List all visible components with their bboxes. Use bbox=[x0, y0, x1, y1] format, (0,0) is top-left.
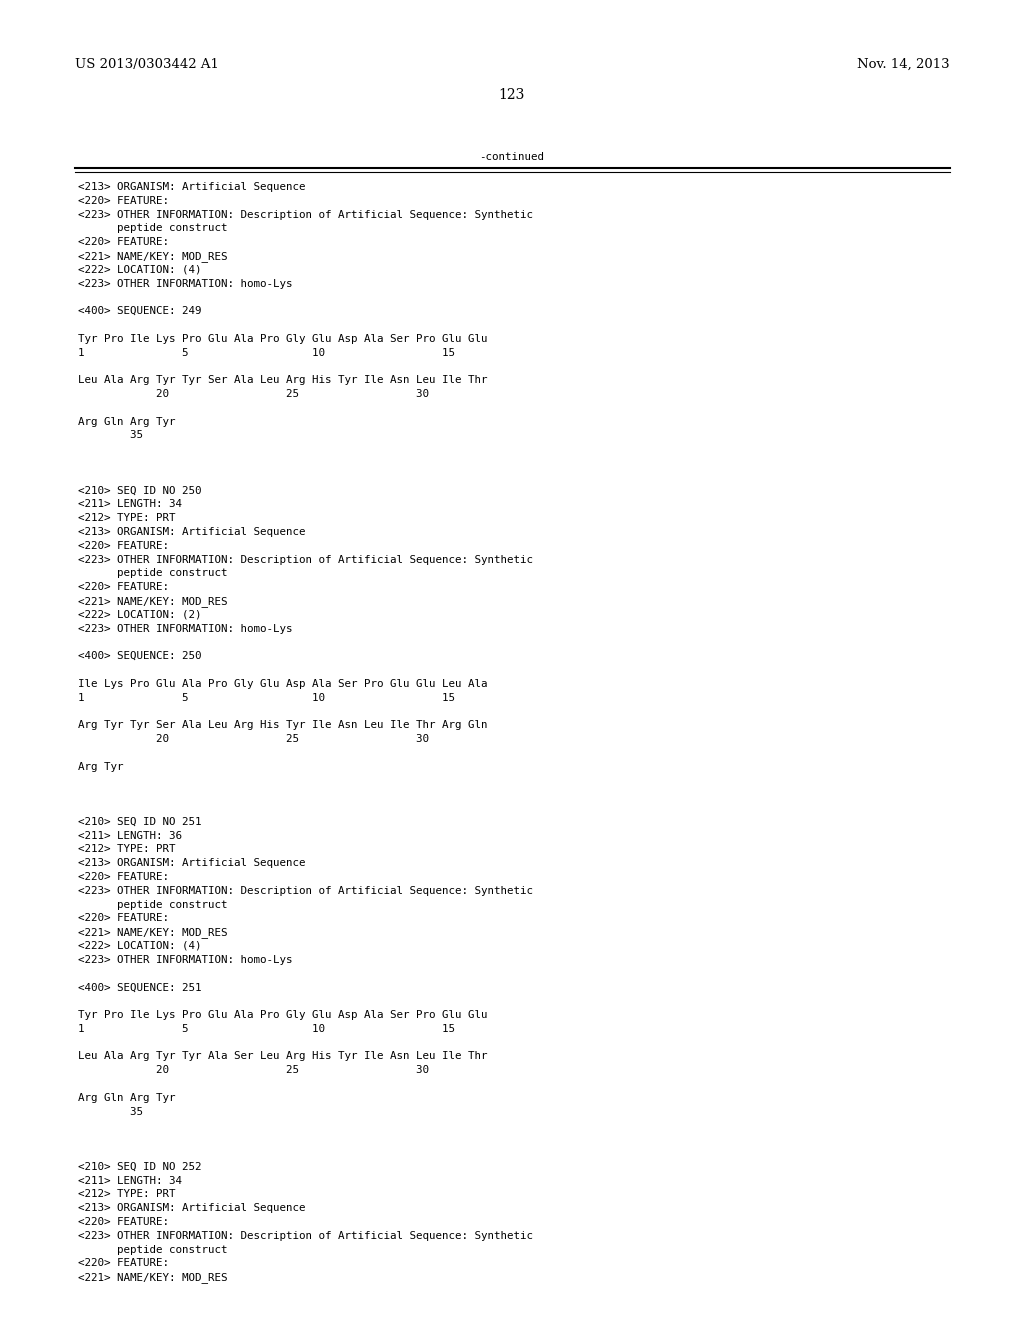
Text: <220> FEATURE:: <220> FEATURE: bbox=[78, 1258, 169, 1269]
Text: Arg Tyr Tyr Ser Ala Leu Arg His Tyr Ile Asn Leu Ile Thr Arg Gln: Arg Tyr Tyr Ser Ala Leu Arg His Tyr Ile … bbox=[78, 721, 487, 730]
Text: <221> NAME/KEY: MOD_RES: <221> NAME/KEY: MOD_RES bbox=[78, 597, 227, 607]
Text: Nov. 14, 2013: Nov. 14, 2013 bbox=[857, 58, 950, 71]
Text: <222> LOCATION: (2): <222> LOCATION: (2) bbox=[78, 610, 202, 620]
Text: Tyr Pro Ile Lys Pro Glu Ala Pro Gly Glu Asp Ala Ser Pro Glu Glu: Tyr Pro Ile Lys Pro Glu Ala Pro Gly Glu … bbox=[78, 334, 487, 343]
Text: <211> LENGTH: 34: <211> LENGTH: 34 bbox=[78, 499, 182, 510]
Text: -continued: -continued bbox=[479, 152, 545, 162]
Text: peptide construct: peptide construct bbox=[78, 900, 227, 909]
Text: Leu Ala Arg Tyr Tyr Ala Ser Leu Arg His Tyr Ile Asn Leu Ile Thr: Leu Ala Arg Tyr Tyr Ala Ser Leu Arg His … bbox=[78, 1052, 487, 1061]
Text: <213> ORGANISM: Artificial Sequence: <213> ORGANISM: Artificial Sequence bbox=[78, 1204, 305, 1213]
Text: <400> SEQUENCE: 250: <400> SEQUENCE: 250 bbox=[78, 651, 202, 661]
Text: 35: 35 bbox=[78, 1106, 143, 1117]
Text: <223> OTHER INFORMATION: Description of Artificial Sequence: Synthetic: <223> OTHER INFORMATION: Description of … bbox=[78, 886, 534, 896]
Text: Arg Gln Arg Tyr: Arg Gln Arg Tyr bbox=[78, 1093, 175, 1102]
Text: 35: 35 bbox=[78, 430, 143, 441]
Text: <221> NAME/KEY: MOD_RES: <221> NAME/KEY: MOD_RES bbox=[78, 251, 227, 261]
Text: <222> LOCATION: (4): <222> LOCATION: (4) bbox=[78, 265, 202, 275]
Text: <222> LOCATION: (4): <222> LOCATION: (4) bbox=[78, 941, 202, 950]
Text: 123: 123 bbox=[499, 88, 525, 102]
Text: <223> OTHER INFORMATION: Description of Artificial Sequence: Synthetic: <223> OTHER INFORMATION: Description of … bbox=[78, 1230, 534, 1241]
Text: <210> SEQ ID NO 250: <210> SEQ ID NO 250 bbox=[78, 486, 202, 495]
Text: 20                  25                  30: 20 25 30 bbox=[78, 389, 429, 399]
Text: <220> FEATURE:: <220> FEATURE: bbox=[78, 1217, 169, 1228]
Text: Ile Lys Pro Glu Ala Pro Gly Glu Asp Ala Ser Pro Glu Glu Leu Ala: Ile Lys Pro Glu Ala Pro Gly Glu Asp Ala … bbox=[78, 678, 487, 689]
Text: <223> OTHER INFORMATION: Description of Artificial Sequence: Synthetic: <223> OTHER INFORMATION: Description of … bbox=[78, 210, 534, 219]
Text: peptide construct: peptide construct bbox=[78, 223, 227, 234]
Text: <223> OTHER INFORMATION: homo-Lys: <223> OTHER INFORMATION: homo-Lys bbox=[78, 954, 293, 965]
Text: <223> OTHER INFORMATION: Description of Artificial Sequence: Synthetic: <223> OTHER INFORMATION: Description of … bbox=[78, 554, 534, 565]
Text: <212> TYPE: PRT: <212> TYPE: PRT bbox=[78, 845, 175, 854]
Text: <212> TYPE: PRT: <212> TYPE: PRT bbox=[78, 513, 175, 523]
Text: <211> LENGTH: 36: <211> LENGTH: 36 bbox=[78, 830, 182, 841]
Text: <220> FEATURE:: <220> FEATURE: bbox=[78, 238, 169, 247]
Text: 1               5                   10                  15: 1 5 10 15 bbox=[78, 693, 455, 702]
Text: <212> TYPE: PRT: <212> TYPE: PRT bbox=[78, 1189, 175, 1200]
Text: 1               5                   10                  15: 1 5 10 15 bbox=[78, 347, 455, 358]
Text: <220> FEATURE:: <220> FEATURE: bbox=[78, 195, 169, 206]
Text: <213> ORGANISM: Artificial Sequence: <213> ORGANISM: Artificial Sequence bbox=[78, 182, 305, 191]
Text: <400> SEQUENCE: 251: <400> SEQUENCE: 251 bbox=[78, 982, 202, 993]
Text: <210> SEQ ID NO 251: <210> SEQ ID NO 251 bbox=[78, 817, 202, 826]
Text: peptide construct: peptide construct bbox=[78, 1245, 227, 1254]
Text: 1               5                   10                  15: 1 5 10 15 bbox=[78, 1024, 455, 1034]
Text: <221> NAME/KEY: MOD_RES: <221> NAME/KEY: MOD_RES bbox=[78, 927, 227, 939]
Text: Tyr Pro Ile Lys Pro Glu Ala Pro Gly Glu Asp Ala Ser Pro Glu Glu: Tyr Pro Ile Lys Pro Glu Ala Pro Gly Glu … bbox=[78, 1010, 487, 1020]
Text: peptide construct: peptide construct bbox=[78, 569, 227, 578]
Text: US 2013/0303442 A1: US 2013/0303442 A1 bbox=[75, 58, 219, 71]
Text: <211> LENGTH: 34: <211> LENGTH: 34 bbox=[78, 1176, 182, 1185]
Text: <223> OTHER INFORMATION: homo-Lys: <223> OTHER INFORMATION: homo-Lys bbox=[78, 623, 293, 634]
Text: <213> ORGANISM: Artificial Sequence: <213> ORGANISM: Artificial Sequence bbox=[78, 858, 305, 869]
Text: <220> FEATURE:: <220> FEATURE: bbox=[78, 541, 169, 550]
Text: <220> FEATURE:: <220> FEATURE: bbox=[78, 873, 169, 882]
Text: <220> FEATURE:: <220> FEATURE: bbox=[78, 582, 169, 593]
Text: Arg Gln Arg Tyr: Arg Gln Arg Tyr bbox=[78, 417, 175, 426]
Text: 20                  25                  30: 20 25 30 bbox=[78, 1065, 429, 1076]
Text: <213> ORGANISM: Artificial Sequence: <213> ORGANISM: Artificial Sequence bbox=[78, 527, 305, 537]
Text: <220> FEATURE:: <220> FEATURE: bbox=[78, 913, 169, 924]
Text: <223> OTHER INFORMATION: homo-Lys: <223> OTHER INFORMATION: homo-Lys bbox=[78, 279, 293, 289]
Text: Arg Tyr: Arg Tyr bbox=[78, 762, 124, 772]
Text: Leu Ala Arg Tyr Tyr Ser Ala Leu Arg His Tyr Ile Asn Leu Ile Thr: Leu Ala Arg Tyr Tyr Ser Ala Leu Arg His … bbox=[78, 375, 487, 385]
Text: <221> NAME/KEY: MOD_RES: <221> NAME/KEY: MOD_RES bbox=[78, 1272, 227, 1283]
Text: 20                  25                  30: 20 25 30 bbox=[78, 734, 429, 744]
Text: <400> SEQUENCE: 249: <400> SEQUENCE: 249 bbox=[78, 306, 202, 317]
Text: <210> SEQ ID NO 252: <210> SEQ ID NO 252 bbox=[78, 1162, 202, 1172]
